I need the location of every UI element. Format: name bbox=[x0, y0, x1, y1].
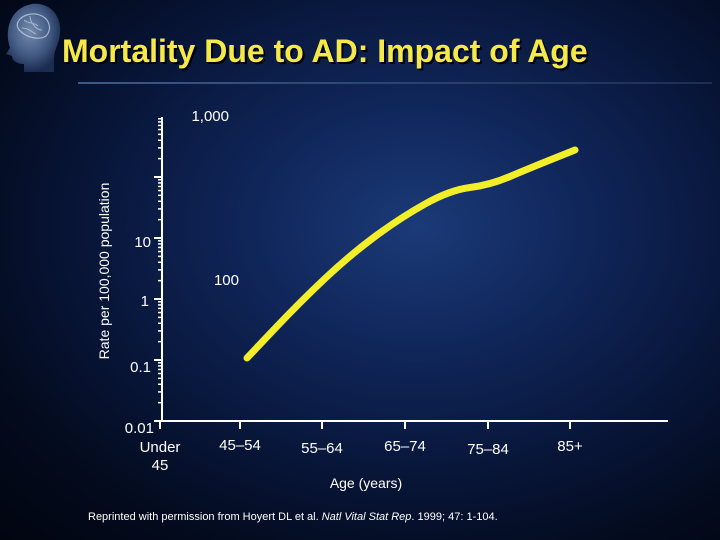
y-tick-labels: 0.01 0.1 1 10 100 1,000 bbox=[125, 108, 239, 437]
x-tick-label: 75–84 bbox=[467, 441, 509, 458]
y-axis-title: Rate per 100,000 population bbox=[96, 183, 112, 360]
head-brain-icon bbox=[6, 3, 61, 72]
x-tick-label: 85+ bbox=[557, 438, 583, 455]
y-tick-label: 100 bbox=[214, 272, 239, 289]
citation: Reprinted with permission from Hoyert DL… bbox=[88, 511, 498, 523]
x-ticks bbox=[159, 421, 571, 429]
x-tick-label-line: 65–74 bbox=[384, 438, 426, 455]
series-group bbox=[243, 146, 579, 362]
x-tick-labels: Under 45 45–54 55–64 65–74 75–84 85+ bbox=[140, 437, 583, 474]
series-line bbox=[243, 146, 579, 362]
chart-axes bbox=[161, 117, 668, 422]
y-tick-label: 1 bbox=[141, 293, 149, 310]
x-tick-label-line: 45–54 bbox=[219, 437, 261, 454]
x-axis-title: Age (years) bbox=[330, 475, 402, 491]
x-tick-label-line: 45 bbox=[152, 457, 169, 474]
y-tick-label: 0.1 bbox=[130, 359, 151, 376]
x-tick-label: 65–74 bbox=[384, 438, 426, 455]
slide-title: Mortality Due to AD: Impact of Age bbox=[62, 33, 588, 69]
x-tick-label-line: 85+ bbox=[557, 438, 583, 455]
x-tick-label: 45–54 bbox=[219, 437, 261, 454]
x-tick-label-line: 55–64 bbox=[301, 440, 343, 457]
x-tick-label: 55–64 bbox=[301, 440, 343, 457]
title-divider bbox=[78, 82, 712, 84]
citation-suffix: . 1999; 47: 1-104. bbox=[411, 511, 498, 523]
x-tick-label-line: Under bbox=[140, 439, 181, 456]
y-tick-label: 10 bbox=[134, 234, 151, 251]
citation-prefix: Reprinted with permission from Hoyert DL… bbox=[88, 511, 322, 523]
y-tick-label: 0.01 bbox=[125, 420, 154, 437]
y-minor-ticks bbox=[158, 118, 162, 404]
y-tick-label: 1,000 bbox=[191, 108, 229, 125]
x-tick-label: Under 45 bbox=[140, 439, 181, 474]
x-tick-label-line: 75–84 bbox=[467, 441, 509, 458]
citation-journal: Natl Vital Stat Rep bbox=[321, 511, 412, 523]
